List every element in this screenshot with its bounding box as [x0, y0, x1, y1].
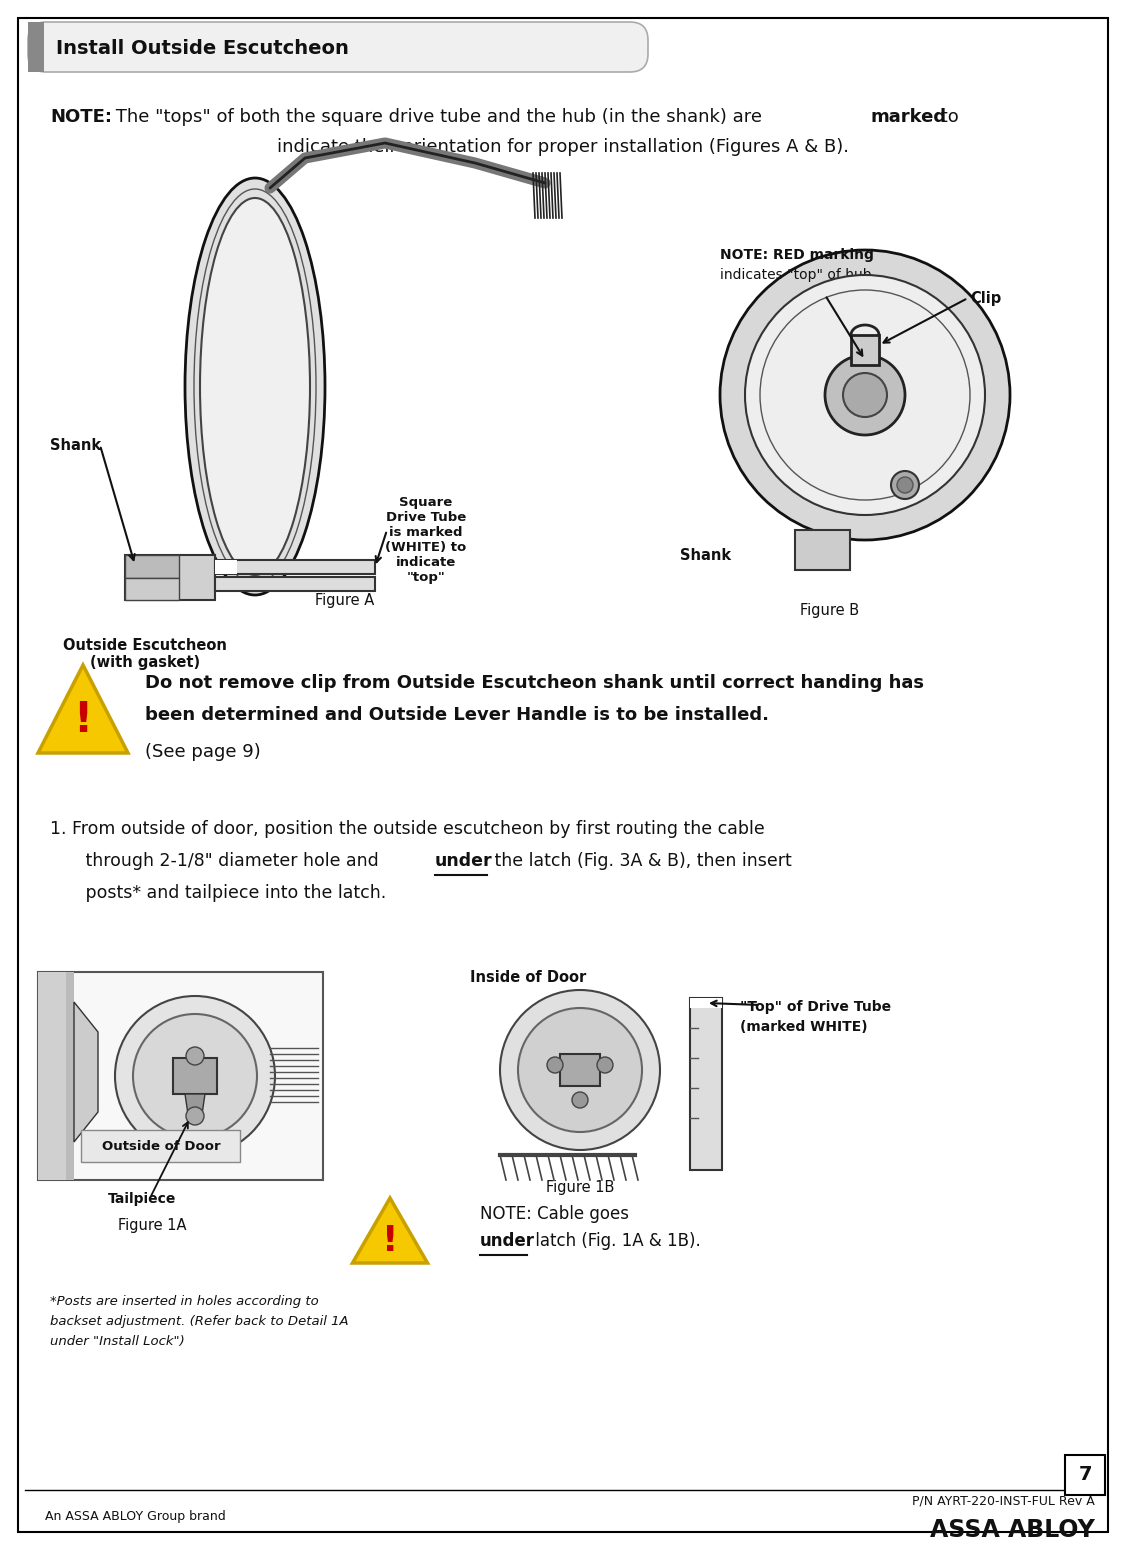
FancyBboxPatch shape — [81, 1130, 240, 1162]
Text: latch (Fig. 1A & 1B).: latch (Fig. 1A & 1B). — [530, 1232, 700, 1249]
Text: ASSA ABLOY: ASSA ABLOY — [930, 1517, 1094, 1542]
Circle shape — [518, 1008, 642, 1132]
Polygon shape — [352, 1198, 428, 1263]
Text: under: under — [435, 853, 493, 870]
Text: to: to — [935, 109, 958, 126]
Bar — [38, 972, 323, 1180]
Text: under: under — [480, 1232, 535, 1249]
Text: !: ! — [382, 1224, 399, 1259]
Circle shape — [843, 374, 887, 417]
Circle shape — [186, 1046, 204, 1065]
Text: Square
Drive Tube
is marked
(WHITE) to
indicate
"top": Square Drive Tube is marked (WHITE) to i… — [385, 496, 466, 584]
Bar — [38, 972, 66, 1180]
Text: *Posts are inserted in holes according to: *Posts are inserted in holes according t… — [50, 1294, 319, 1308]
Text: Inside of Door: Inside of Door — [470, 970, 587, 984]
Circle shape — [597, 1057, 613, 1073]
Polygon shape — [74, 1001, 98, 1142]
Text: posts* and tailpiece into the latch.: posts* and tailpiece into the latch. — [69, 883, 386, 902]
Circle shape — [897, 477, 913, 493]
Bar — [1065, 1455, 1105, 1496]
Text: NOTE: Cable goes: NOTE: Cable goes — [480, 1204, 629, 1223]
Bar — [125, 578, 179, 600]
Circle shape — [825, 355, 905, 436]
Text: 7: 7 — [1079, 1465, 1092, 1485]
Bar — [173, 1059, 217, 1094]
Bar — [560, 1054, 600, 1087]
Text: marked: marked — [870, 109, 946, 126]
Text: The "tops" of both the square drive tube and the hub (in the shank) are: The "tops" of both the square drive tube… — [110, 109, 768, 126]
Bar — [28, 22, 44, 71]
Polygon shape — [185, 1094, 205, 1121]
FancyBboxPatch shape — [28, 22, 647, 71]
Bar — [66, 972, 74, 1180]
Text: Shank: Shank — [50, 437, 101, 453]
Text: Do not remove clip from Outside Escutcheon shank until correct handing has: Do not remove clip from Outside Escutche… — [145, 674, 924, 691]
Circle shape — [547, 1057, 563, 1073]
Text: An ASSA ABLOY Group brand: An ASSA ABLOY Group brand — [45, 1510, 225, 1524]
Text: Tailpiece: Tailpiece — [108, 1192, 177, 1206]
Text: Clip: Clip — [969, 290, 1001, 305]
Circle shape — [572, 1093, 588, 1108]
Circle shape — [500, 990, 660, 1150]
Text: Figure 1A: Figure 1A — [118, 1218, 186, 1232]
Text: 1. From outside of door, position the outside escutcheon by first routing the ca: 1. From outside of door, position the ou… — [50, 820, 765, 839]
Bar — [690, 998, 722, 1170]
Text: under "Install Lock"): under "Install Lock") — [50, 1335, 185, 1348]
Circle shape — [186, 1107, 204, 1125]
Text: "Top" of Drive Tube: "Top" of Drive Tube — [740, 1000, 891, 1014]
Bar — [690, 998, 722, 1008]
Bar — [215, 560, 236, 574]
Bar — [125, 555, 179, 578]
Text: (See page 9): (See page 9) — [145, 742, 261, 761]
Ellipse shape — [185, 178, 325, 595]
Bar — [125, 555, 215, 600]
Bar — [795, 530, 850, 570]
Bar — [215, 577, 375, 591]
Text: Outside of Door: Outside of Door — [101, 1139, 221, 1153]
Polygon shape — [38, 665, 128, 753]
Bar — [851, 335, 879, 364]
Text: indicates "top" of hub: indicates "top" of hub — [720, 268, 872, 282]
Text: NOTE: RED marking: NOTE: RED marking — [720, 248, 874, 262]
Text: Install Outside Escutcheon: Install Outside Escutcheon — [56, 39, 349, 57]
Text: Figure B: Figure B — [799, 603, 859, 617]
Circle shape — [745, 274, 985, 515]
Text: indicate their orientation for proper installation (Figures A & B).: indicate their orientation for proper in… — [277, 138, 849, 157]
Text: P/N AYRT-220-INST-FUL Rev A: P/N AYRT-220-INST-FUL Rev A — [912, 1496, 1094, 1508]
Circle shape — [115, 997, 275, 1156]
Text: been determined and Outside Lever Handle is to be installed.: been determined and Outside Lever Handle… — [145, 705, 769, 724]
Ellipse shape — [200, 198, 310, 575]
Text: backset adjustment. (Refer back to Detail 1A: backset adjustment. (Refer back to Detai… — [50, 1314, 349, 1328]
Text: !: ! — [73, 699, 92, 741]
Text: Shank: Shank — [680, 547, 731, 563]
Text: Outside Escutcheon
(with gasket): Outside Escutcheon (with gasket) — [63, 639, 227, 671]
Circle shape — [133, 1014, 257, 1138]
Text: through 2-1/8" diameter hole and: through 2-1/8" diameter hole and — [69, 853, 384, 870]
Text: (marked WHITE): (marked WHITE) — [740, 1020, 868, 1034]
Circle shape — [891, 471, 919, 499]
Text: Figure 1B: Figure 1B — [546, 1180, 614, 1195]
Text: NOTE:: NOTE: — [50, 109, 111, 126]
Text: the latch (Fig. 3A & B), then insert: the latch (Fig. 3A & B), then insert — [489, 853, 792, 870]
Text: Figure A: Figure A — [315, 592, 375, 608]
Bar — [215, 560, 375, 574]
Circle shape — [720, 250, 1010, 539]
